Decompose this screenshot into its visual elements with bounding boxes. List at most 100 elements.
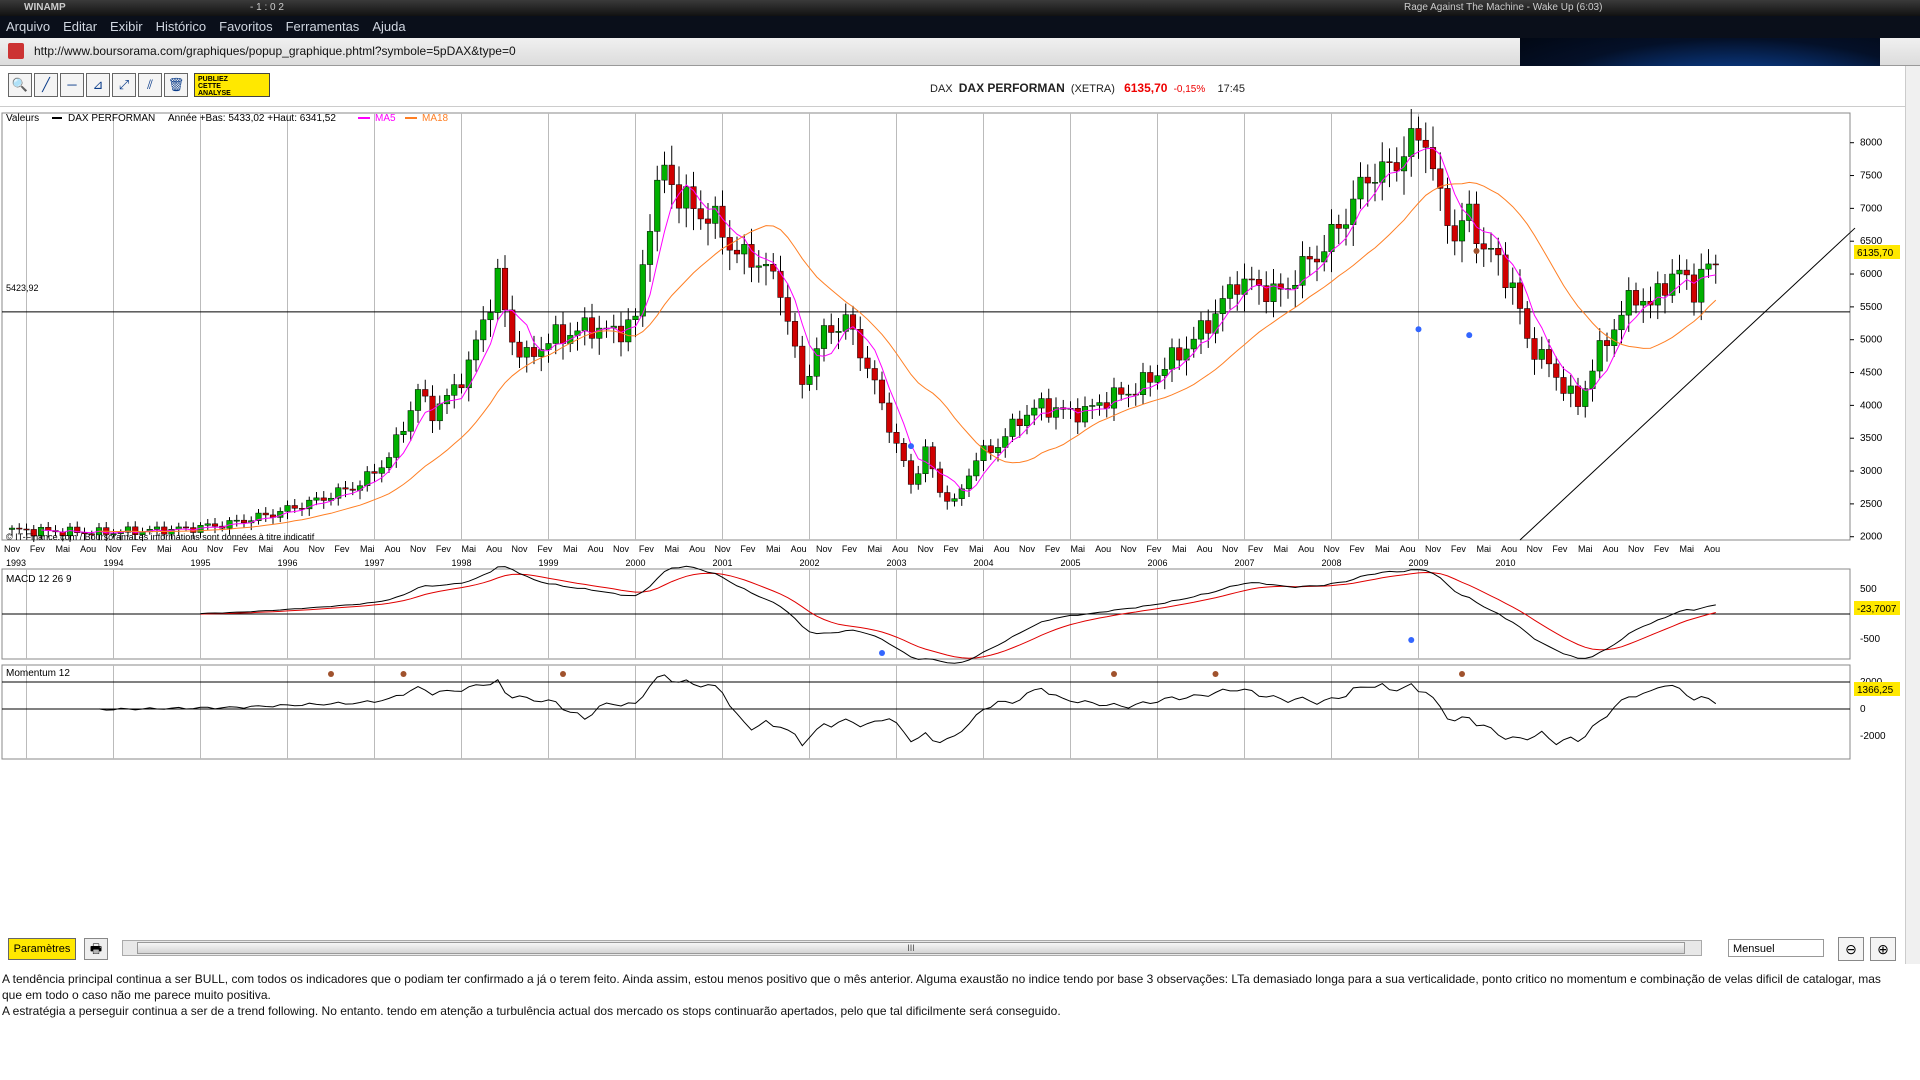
winamp-label: WINAMP [24, 2, 66, 13]
candle-body [639, 264, 646, 317]
x-month-label: Fev [1654, 544, 1670, 554]
candle-body [1038, 398, 1045, 409]
parametres-button[interactable]: Paramètres [8, 938, 76, 960]
candle-body [907, 460, 915, 485]
candle-body [1270, 283, 1277, 302]
candle-body [1422, 139, 1429, 148]
candle-body [1226, 284, 1234, 299]
candle-body [1553, 363, 1560, 378]
legend-ma5-swatch [358, 117, 370, 119]
fibonacci-tool-icon[interactable]: ⤢ [112, 73, 136, 97]
candle-body [1379, 161, 1386, 183]
address-bar[interactable]: http://www.boursorama.com/graphiques/pop… [0, 38, 1920, 103]
publiez-analyse-button[interactable]: PUBLIEZ CETTE ANALYSE [194, 73, 270, 97]
candle-body [1712, 263, 1719, 266]
macd-title: MACD 12 26 9 [6, 574, 72, 585]
candle-body [820, 325, 828, 349]
candle-body [1690, 274, 1698, 303]
parallel-tool-icon[interactable]: ⫽ [138, 73, 162, 97]
momentum-tick-label: -2000 [1860, 731, 1886, 742]
candle-body [1176, 347, 1183, 361]
candle-body [596, 327, 603, 339]
y-tick-label: 3500 [1860, 433, 1883, 444]
menu-ajuda[interactable]: Ajuda [372, 19, 406, 34]
candle-body [900, 443, 907, 461]
x-month-label: Aou [892, 544, 908, 554]
chart-panel[interactable]: 2000250030003500400045005000550060006500… [0, 107, 1905, 935]
x-month-label: Fev [943, 544, 959, 554]
candle-body [1705, 263, 1712, 270]
candle-body [1009, 418, 1016, 437]
menu-historico[interactable]: Histórico [155, 19, 207, 34]
candle-body [1234, 284, 1241, 295]
menu-arquivo[interactable]: Arquivo [6, 19, 51, 34]
menu-ferramentas[interactable]: Ferramentas [285, 19, 360, 34]
candle-body [922, 446, 929, 474]
menu-exibir[interactable]: Exibir [110, 19, 143, 34]
zoom-out-icon[interactable]: ⊖ [1838, 937, 1864, 961]
candle-body [646, 231, 654, 265]
x-month-label: Nov [1222, 544, 1239, 554]
candle-body [429, 395, 436, 422]
candle-body [545, 343, 552, 350]
channel-tool-icon[interactable]: ⊿ [86, 73, 110, 97]
candle-body [690, 186, 697, 209]
zoom-tool-icon[interactable]: 🔍 [8, 73, 32, 97]
url-text[interactable]: http://www.boursorama.com/graphiques/pop… [34, 44, 516, 58]
x-month-label: Mai [1375, 544, 1390, 554]
time-scrollbar[interactable]: III [122, 940, 1702, 956]
candle-body [1596, 340, 1603, 372]
x-month-label: Nov [105, 544, 122, 554]
macd-marker [1408, 637, 1415, 643]
candle-body [458, 384, 465, 389]
candle-body [1342, 224, 1350, 229]
candle-body [1205, 320, 1212, 334]
menu-editar[interactable]: Editar [63, 19, 98, 34]
candle-body [400, 430, 407, 435]
candle-body [516, 341, 523, 358]
candle-body [683, 186, 690, 209]
trendline-tool-icon[interactable]: ╱ [34, 73, 58, 97]
legend-range: Année +Bas: 5433,02 +Haut: 6341,52 [168, 113, 336, 124]
zoom-in-icon[interactable]: ⊕ [1870, 937, 1896, 961]
candle-body [1582, 388, 1589, 407]
x-month-label: Aou [182, 544, 198, 554]
x-year-label: 1993 [6, 558, 26, 568]
legend-ma5: MA5 [375, 113, 396, 124]
candle-body [1603, 340, 1611, 346]
momentum-marker [1111, 671, 1117, 677]
vertical-scrollbar[interactable] [1905, 66, 1920, 964]
winamp-track: Rage Against The Machine - Wake Up (6:03… [1404, 2, 1603, 13]
y-tick-label: 5000 [1860, 335, 1883, 346]
candle-body [233, 519, 240, 522]
candle-body [371, 471, 378, 474]
hline-tool-icon[interactable]: ─ [60, 73, 84, 97]
x-year-label: 2002 [799, 558, 819, 568]
candle-body [436, 403, 443, 422]
x-year-label: 2008 [1321, 558, 1341, 568]
candle-body [1154, 375, 1161, 383]
candle-body [784, 297, 791, 322]
legend-valeurs: Valeurs [6, 113, 39, 124]
candle-body [1335, 223, 1342, 229]
candle-body [1495, 248, 1502, 256]
candle-body [813, 348, 820, 377]
candle-body [1567, 385, 1574, 394]
x-year-label: 1995 [190, 558, 210, 568]
menu-favoritos[interactable]: Favoritos [219, 19, 273, 34]
candle-body [291, 505, 298, 509]
candle-body [1669, 273, 1676, 296]
candle-body [1618, 314, 1625, 331]
x-month-label: Aou [791, 544, 807, 554]
x-month-label: Mai [563, 544, 578, 554]
momentum-marker [1212, 671, 1219, 677]
period-select[interactable]: Mensuel [1728, 939, 1824, 957]
print-icon[interactable]: 🖶 [84, 938, 108, 960]
candle-body [422, 389, 429, 397]
candle-body [153, 526, 161, 530]
macd-badge: -23,7007 [1857, 604, 1897, 615]
macd-marker [879, 650, 885, 656]
candle-body [1386, 161, 1393, 163]
trash-icon[interactable]: 🗑 [164, 73, 188, 97]
scroll-thumb[interactable]: III [137, 942, 1685, 954]
